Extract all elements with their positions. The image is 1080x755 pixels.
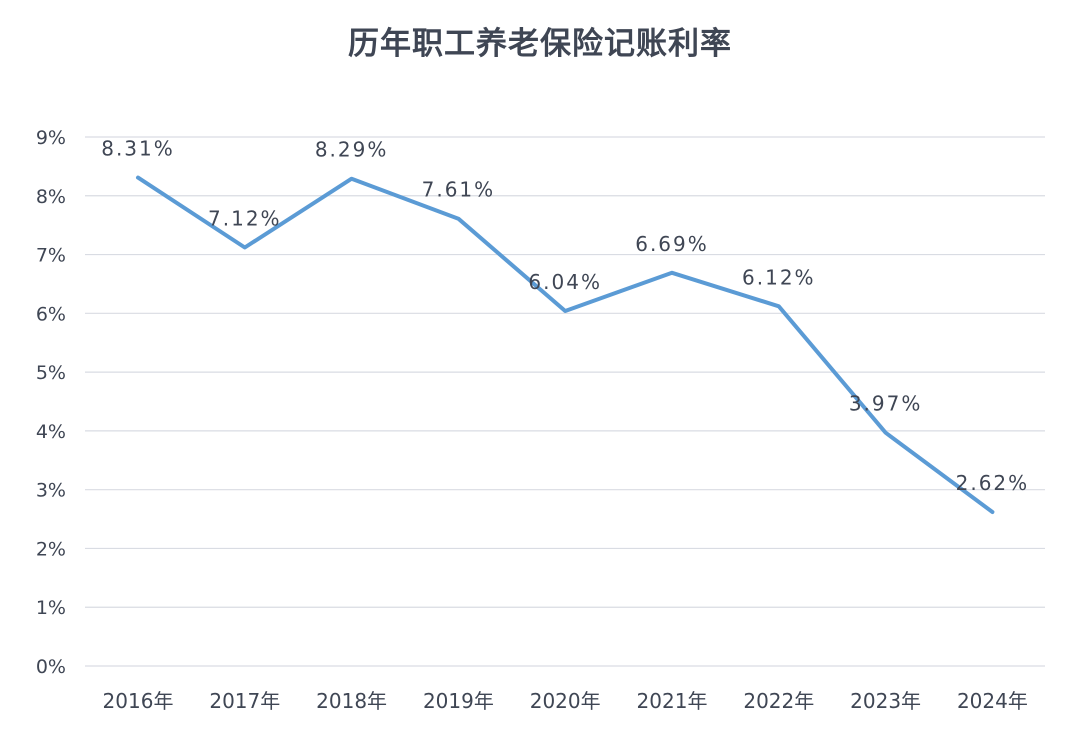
x-tick-label: 2017年 <box>209 689 280 713</box>
data-label: 8.31% <box>101 137 175 161</box>
y-tick-label: 7% <box>36 245 66 267</box>
data-label: 7.12% <box>208 207 282 231</box>
x-tick-label: 2018年 <box>316 689 387 713</box>
x-tick-label: 2023年 <box>850 689 921 713</box>
data-label: 7.61% <box>422 178 496 202</box>
y-tick-label: 8% <box>36 186 66 208</box>
x-tick-label: 2022年 <box>743 689 814 713</box>
y-tick-label: 2% <box>36 538 66 560</box>
data-label: 2.62% <box>956 471 1030 495</box>
x-axis-ticks: 2016年 2017年 2018年 2019年 2020年 2021年 2022年 2023年… <box>103 689 1028 713</box>
x-tick-label: 2024年 <box>957 689 1028 713</box>
data-label: 6.12% <box>742 265 816 289</box>
chart-title: 历年职工养老保险记账利率 <box>348 26 732 62</box>
y-tick-label: 3% <box>36 480 66 502</box>
data-label: 6.69% <box>635 232 709 256</box>
x-tick-label: 2020年 <box>530 689 601 713</box>
data-label: 8.29% <box>315 138 389 162</box>
x-tick-label: 2021年 <box>637 689 708 713</box>
y-tick-label: 6% <box>36 303 66 325</box>
series-layer <box>136 175 995 514</box>
y-tick-label: 4% <box>36 421 66 443</box>
y-tick-label: 5% <box>36 362 66 384</box>
data-label: 3.97% <box>849 392 923 416</box>
x-tick-label: 2016年 <box>103 689 174 713</box>
data-label: 6.04% <box>528 270 602 294</box>
grid-lines <box>85 136 1045 667</box>
y-tick-label: 1% <box>36 597 66 619</box>
data-labels: 8.31% 7.12% 8.29% 7.61% 6.04% 6.69% 6.12% 3.97%… <box>101 137 1030 495</box>
y-tick-label: 0% <box>36 656 66 678</box>
y-tick-label: 9% <box>36 127 66 149</box>
y-axis-ticks: 0% 1% 2% 3% 4% 5% 6% 7% 8% 9% <box>36 127 66 678</box>
x-tick-label: 2019年 <box>423 689 494 713</box>
